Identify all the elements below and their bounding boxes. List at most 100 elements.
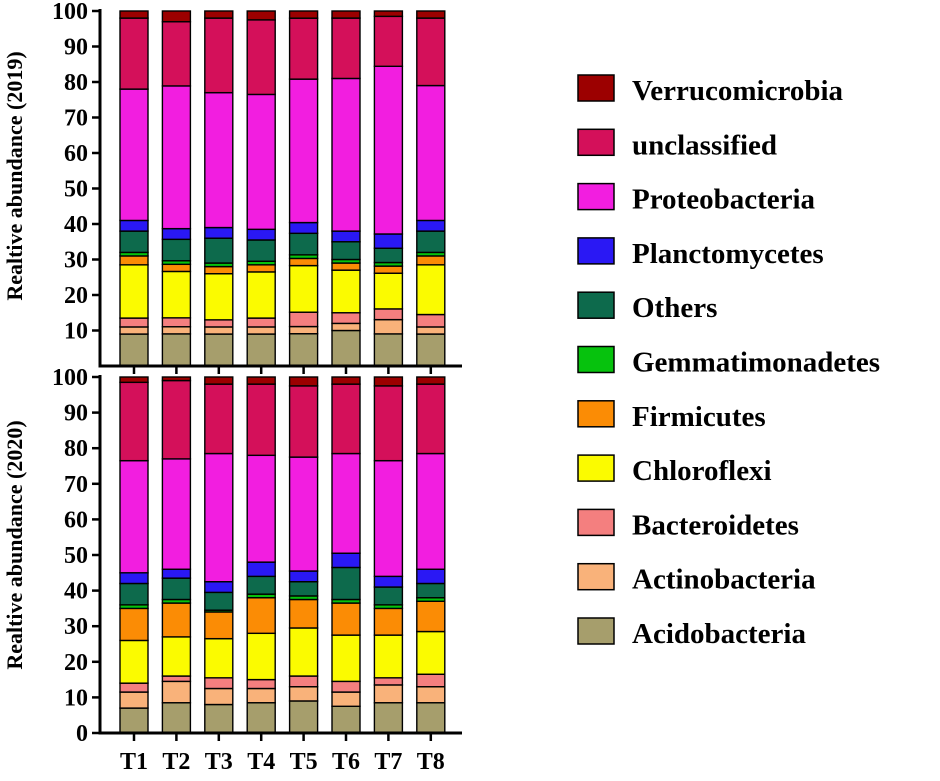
bar-segment-2020-t2-firmicutes [161, 602, 192, 638]
bar-segment-2019-t4-unclassified [246, 19, 276, 96]
bar-stack-2019-t3 [204, 10, 234, 367]
legend-swatch-bacteroidetes [577, 508, 615, 537]
bar-segment-2020-t7-actinobacteria [373, 684, 404, 704]
bar-segment-2019-t3-firmicutes [204, 265, 234, 275]
bar-segment-2019-t2-planctomycetes [161, 227, 192, 241]
y-tick-label-2019-90: 90 [64, 35, 88, 61]
bar-segment-2019-t7-planctomycetes [373, 233, 404, 249]
bar-stack-2019-t5 [288, 10, 319, 367]
bar-segment-2019-t3-chloroflexi [204, 273, 234, 321]
bar-segment-2020-t4-planctomycetes [246, 561, 276, 578]
bar-segment-2019-t3-acidobacteria [204, 333, 234, 367]
bar-stack-2020-t1 [119, 376, 149, 734]
bar-segment-2020-t6-unclassified [331, 383, 361, 455]
bar-segment-2020-t3-actinobacteria [204, 687, 234, 706]
bar-segment-2019-t1-unclassified [119, 17, 149, 90]
bar-segment-2020-t6-planctomycetes [331, 552, 361, 569]
x-tick-label-t7: T7 [374, 749, 402, 775]
bar-segment-2020-t7-bacteroidetes [373, 677, 404, 686]
bar-segment-2019-t6-others [331, 241, 361, 261]
bar-segment-2020-t8-bacteroidetes [416, 673, 446, 688]
bar-segment-2019-t3-others [204, 237, 234, 264]
bar-segment-2020-t6-firmicutes [331, 602, 361, 636]
legend-label-firmicutes: Firmicutes [632, 401, 766, 433]
y-tick-label-2019-80: 80 [64, 70, 88, 96]
bar-segment-2019-t1-verrucomicrobia [119, 10, 149, 19]
bar-segment-2019-t4-others [246, 239, 276, 262]
bar-segment-2020-t8-firmicutes [416, 600, 446, 633]
bar-segment-2019-t3-planctomycetes [204, 226, 234, 239]
legend-label-chloroflexi: Chloroflexi [632, 455, 772, 487]
legend-swatch-firmicutes [577, 400, 615, 428]
bar-segment-2020-t4-bacteroidetes [246, 678, 276, 690]
bar-segment-2019-t6-chloroflexi [331, 269, 361, 314]
bar-stack-2020-t8 [416, 376, 446, 734]
bar-segment-2020-t3-firmicutes [204, 611, 234, 640]
bar-segment-2019-t8-verrucomicrobia [416, 10, 446, 19]
y-tick-label-2019-30: 30 [64, 248, 88, 274]
bar-segment-2019-t4-proteobacteria [246, 93, 276, 231]
bar-stack-2020-t7 [373, 376, 404, 734]
x-tick-labels: T1 T2 T3 T4 T5 T6 T7 T8 [120, 749, 445, 775]
x-tick-label-t2: T2 [162, 749, 190, 775]
bar-segment-2019-t6-proteobacteria [331, 77, 361, 232]
bar-segment-2020-t2-acidobacteria [161, 702, 192, 734]
bar-segment-2020-t8-proteobacteria [416, 452, 446, 570]
legend-item-gemmatimonadetes: Gemmatimonadetes [577, 345, 880, 379]
bar-segment-2020-t8-planctomycetes [416, 568, 446, 585]
bar-segment-2020-t7-acidobacteria [373, 702, 404, 734]
bar-segment-2020-t3-proteobacteria [204, 452, 234, 583]
x-tick-label-t3: T3 [205, 749, 233, 775]
bar-segment-2020-t3-others [204, 591, 234, 611]
bar-segment-2019-t4-firmicutes [246, 264, 276, 273]
legend-item-verrucomicrobia: Verrucomicrobia [577, 74, 844, 107]
y-tick-label-2019-50: 50 [64, 177, 88, 203]
bar-stack-2020-t5 [288, 376, 319, 734]
bar-segment-2019-t5-proteobacteria [288, 78, 319, 224]
bar-segment-2019-t8-acidobacteria [416, 333, 446, 367]
bar-segment-2019-t7-firmicutes [373, 265, 404, 274]
legend-item-unclassified: unclassified [577, 128, 777, 161]
legend-item-firmicutes: Firmicutes [577, 400, 766, 433]
legend-label-acidobacteria: Acidobacteria [632, 618, 806, 650]
bar-segment-2019-t7-verrucomicrobia [373, 10, 404, 18]
bar-segment-2020-t5-firmicutes [288, 598, 319, 629]
bar-segment-2020-t4-unclassified [246, 383, 276, 457]
y-tick-label-2019-40: 40 [64, 212, 88, 238]
legend-item-chloroflexi: Chloroflexi [577, 454, 772, 487]
bar-segment-2020-t5-unclassified [288, 385, 319, 458]
bar-segment-2019-t3-unclassified [204, 17, 234, 94]
bar-segment-2020-t6-actinobacteria [331, 691, 361, 707]
chart-panel-2020: 0 10 20 30 40 50 60 70 80 90 100 [52, 365, 462, 747]
y-tick-label-2019-10: 10 [64, 319, 88, 345]
bar-stack-2020-t6 [331, 376, 361, 734]
bar-segment-2020-t5-chloroflexi [288, 627, 319, 677]
legend-swatch-planctomycetes [577, 237, 615, 265]
bar-segment-2020-t6-bacteroidetes [331, 680, 361, 693]
bar-segment-2020-t1-actinobacteria [119, 691, 149, 709]
y-tick-label-2020-70: 70 [64, 472, 88, 498]
bar-segment-2020-t3-planctomycetes [204, 581, 234, 594]
bar-segment-2020-t5-actinobacteria [288, 686, 319, 702]
bar-segment-2020-t5-bacteroidetes [288, 675, 319, 688]
bar-segment-2019-t5-unclassified [288, 17, 319, 80]
bar-segment-2019-t2-unclassified [161, 21, 192, 87]
bar-stack-2020-t3 [204, 376, 234, 734]
bar-segment-2019-t8-bacteroidetes [416, 313, 446, 328]
bar-segment-2019-t4-chloroflexi [246, 271, 276, 319]
bar-segment-2019-t7-bacteroidetes [373, 308, 404, 321]
bar-segment-2019-t6-bacteroidetes [331, 312, 361, 325]
y-tick-label-2019-100: 100 [52, 0, 88, 25]
x-tick-label-t1: T1 [120, 749, 148, 775]
bar-segment-2019-t1-actinobacteria [119, 326, 149, 335]
bar-segment-2020-t5-planctomycetes [288, 570, 319, 583]
bar-segment-2020-t4-acidobacteria [246, 702, 276, 734]
bar-segment-2019-t5-bacteroidetes [288, 311, 319, 328]
bar-segment-2020-t4-actinobacteria [246, 687, 276, 704]
bar-segment-2020-t3-verrucomicrobia [204, 376, 234, 385]
bar-stack-2020-t4 [246, 376, 276, 734]
legend-item-others: Others [577, 291, 717, 324]
legend-swatch-gemmatimonadetes [577, 345, 615, 374]
bar-segment-2020-t4-verrucomicrobia [246, 376, 276, 385]
